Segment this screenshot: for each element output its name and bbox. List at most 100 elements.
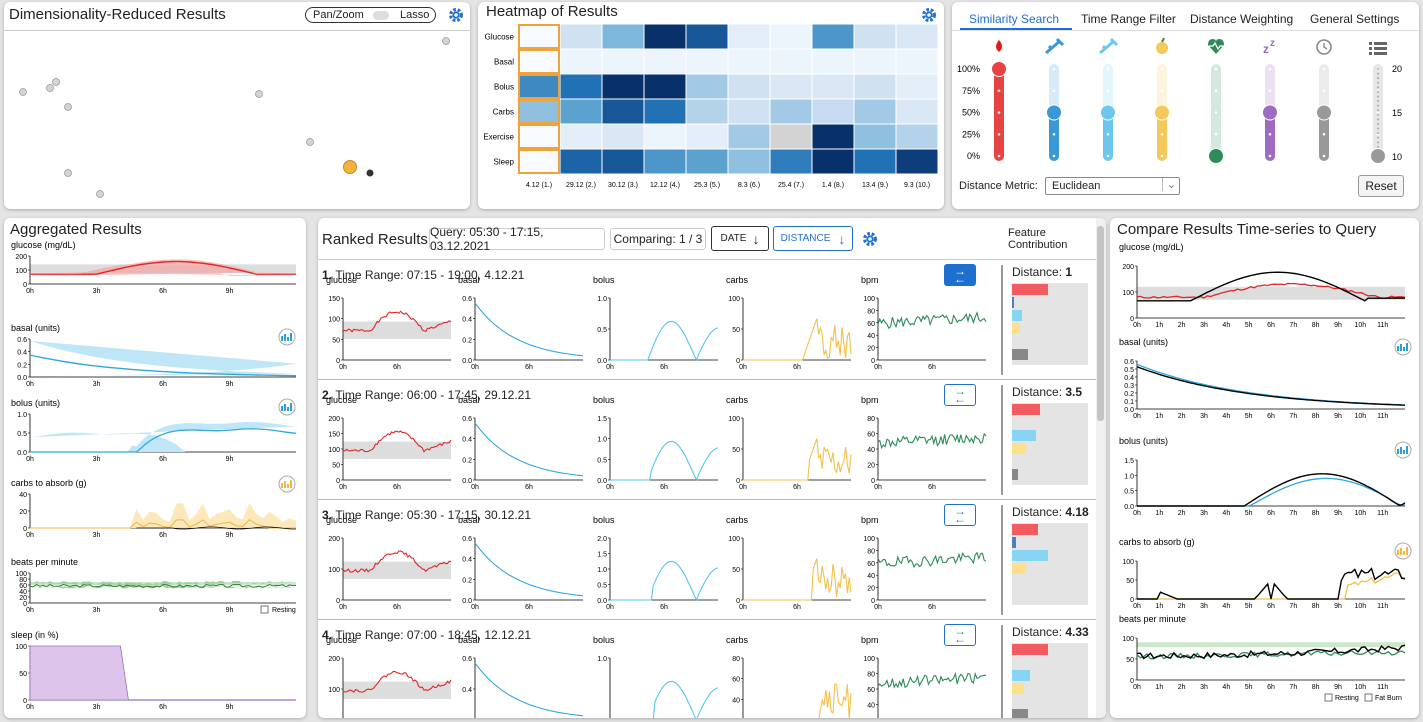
heatmap-col-label: 4.12 (1.) (526, 182, 552, 189)
percent-tick: 100% (957, 64, 980, 74)
ranked-result-item[interactable]: 4. Time Range: 07:00 - 18:45, 12.12.21 → ←… (318, 620, 1096, 718)
y-tick-label: 0.2 (462, 577, 472, 584)
ranked-result-item[interactable]: 3. Time Range: 05:30 - 17:15, 30.12.21 → ←… (318, 500, 1096, 620)
slider-tick (1377, 118, 1379, 121)
y-tick-label: 60 (867, 687, 875, 694)
contribution-bar (1012, 683, 1024, 694)
x-tick-label: 7h (1289, 603, 1297, 610)
heatmap-cell (769, 123, 813, 150)
sort-date-button[interactable]: DATE ↓ (711, 226, 769, 251)
resting-legend-label: Resting (1335, 695, 1359, 702)
tab-general-settings[interactable]: General Settings (1310, 12, 1400, 26)
weight-sliders[interactable]: 100% 75% 50% 25% 0% 20 15 10 z z (952, 31, 1419, 171)
slider-tick (1377, 122, 1379, 125)
slider-fill (1265, 112, 1275, 161)
dr-settings-gear-icon[interactable] (447, 6, 465, 24)
result-rank: 1. (322, 268, 336, 282)
distance-metric-select[interactable]: Euclidean ⌄ (1045, 177, 1180, 195)
ranked-settings-gear-icon[interactable] (861, 230, 879, 248)
tab-divider (952, 30, 1419, 31)
y-tick-label: 40 (867, 447, 875, 454)
heatmap-col-label: 12.12 (4.) (650, 182, 680, 189)
sort-distance-button[interactable]: DISTANCE ↓ (773, 226, 853, 251)
slider-tick (1377, 81, 1379, 84)
ranked-result-item[interactable]: 2. Time Range: 06:00 - 17:45, 29.12.21 → ←… (318, 380, 1096, 500)
y-tick-label: 0.5 (597, 327, 607, 334)
mini-chart-label: basal (458, 275, 480, 285)
x-tick-label: 7h (1289, 510, 1297, 517)
mini-series-line (652, 680, 719, 718)
mini-chart-label: glucose (326, 395, 357, 405)
slider-tick (1160, 132, 1164, 136)
chevron-down-icon: ⌄ (1161, 178, 1176, 191)
slider-tick (1052, 67, 1056, 71)
x-tick-label: 7h (1289, 322, 1297, 329)
resting-checkbox (1324, 693, 1333, 702)
heatmap-row-label: Bolus (494, 83, 514, 92)
y-tick-label: 0 (336, 598, 340, 605)
heatmap-row-label: Carbs (493, 108, 514, 117)
slider-tick (1322, 89, 1326, 93)
heatmap-cell (853, 148, 897, 175)
compare-swap-button[interactable]: → ← (944, 504, 976, 526)
tab-time-range-filter[interactable]: Time Range Filter (1081, 12, 1176, 26)
slider-tick (1160, 89, 1164, 93)
heatmap-cell (685, 98, 729, 125)
tab-distance-weighting[interactable]: Distance Weighting (1190, 12, 1294, 26)
compare-swap-button[interactable]: → ← (944, 264, 976, 286)
compare-swap-button[interactable]: → ← (944, 384, 976, 406)
ranked-result-item[interactable]: 1. Time Range: 07:15 - 19:00, 4.12.21 → ← D… (318, 260, 1096, 380)
x-tick-label: 6h (393, 484, 401, 491)
mini-chart-label: glucose (326, 635, 357, 645)
x-tick-label: 4h (1222, 684, 1230, 691)
x-tick-label: 3h (1200, 603, 1208, 610)
x-tick-label: 10h (1354, 322, 1366, 329)
heatmap-settings-gear-icon[interactable] (920, 6, 938, 24)
y-tick-label: 150 (328, 296, 340, 303)
slider-tick (1268, 67, 1272, 71)
heatmap-grid[interactable]: Glucose Basal Bolus Carbs Exercise Sleep 4.12 … (478, 2, 944, 209)
y-tick-label: 0.6 (462, 296, 472, 303)
x-tick-label: 9h (1334, 413, 1342, 420)
distance-metric-label: Distance Metric: (959, 180, 1038, 192)
x-tick-label: 6h (1267, 322, 1275, 329)
heatmap-selected-cell (518, 74, 560, 99)
dr-point (52, 78, 60, 86)
x-tick-label: 6h (928, 604, 936, 611)
reset-button[interactable]: Reset (1358, 175, 1404, 197)
y-tick-label: 40 (867, 573, 875, 580)
y-tick-label: 0 (23, 526, 27, 533)
x-tick-label: 6h (159, 704, 167, 711)
slider-tick (1106, 67, 1110, 71)
apple-stem (1161, 37, 1165, 43)
heartbeat-icon (1208, 39, 1224, 54)
compare-chart-label: carbs to absorb (g) (1119, 537, 1195, 547)
bar-chart-icon (281, 403, 292, 411)
y-tick-label: 50 (1126, 657, 1134, 664)
x-tick-label: 0h (1133, 322, 1141, 329)
heatmap-cell (769, 23, 813, 50)
slider-tick (1377, 90, 1379, 93)
agg-chart-label: beats per minute (11, 557, 78, 567)
tab-similarity-search[interactable]: Similarity Search (969, 12, 1060, 26)
x-tick-label: 0h (606, 604, 614, 611)
basal-range-area (30, 340, 296, 377)
mini-series-line (877, 551, 987, 569)
mini-series-line (342, 430, 452, 453)
y-tick-label: 0.4 (462, 687, 472, 694)
pan-lasso-toggle[interactable]: Pan/Zoom Lasso (305, 7, 436, 23)
contribution-bar (1012, 537, 1016, 548)
result-series-line (1137, 477, 1406, 507)
compare-swap-button[interactable]: → ← (944, 624, 976, 646)
x-tick-label: 0h (339, 484, 347, 491)
scrollbar-thumb[interactable] (1097, 226, 1104, 421)
x-tick-label: 6h (159, 288, 167, 295)
sleep-z: z (1270, 38, 1275, 49)
toggle-knob[interactable] (373, 11, 389, 20)
mini-chart-label: bolus (593, 395, 615, 405)
percent-tick: 0% (967, 151, 980, 161)
scrollbar-track[interactable] (1096, 218, 1106, 718)
y-tick-label: 200 (328, 416, 340, 423)
contribution-bar (1012, 524, 1038, 535)
dr-scatter-plot[interactable] (4, 31, 470, 209)
